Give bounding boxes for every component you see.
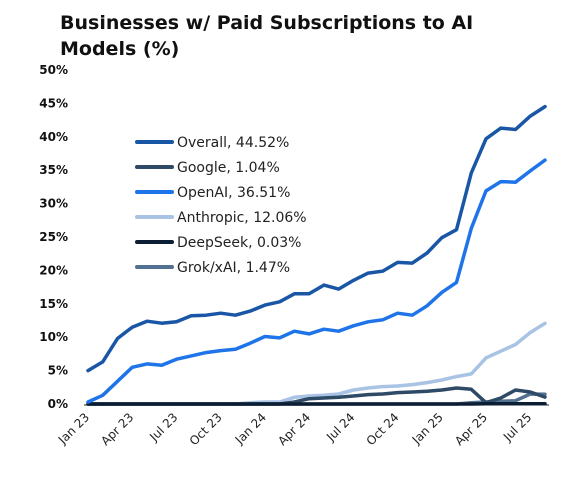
y-tick-label: 0% [48,397,68,411]
x-tick-label: Jan 23 [55,410,92,447]
y-axis-ticks: 0% 5% 10% 15% 20% 25% 30% 35% 40% 45% 50% [39,63,68,411]
x-tick-label: Apr 23 [98,410,136,448]
legend-label: DeepSeek, 0.03% [177,235,302,251]
x-axis-ticks: Jan 23 Apr 23 Jul 23 Oct 23 Jan 24 Apr 24 Jul … [55,410,534,448]
legend-label: Google, 1.04% [177,160,280,176]
x-tick-label: Oct 23 [187,410,225,448]
legend-label: Anthropic, 12.06% [177,210,307,226]
series-line [86,158,547,404]
y-tick-label: 5% [48,364,68,378]
y-tick-label: 30% [39,197,68,211]
x-tick-label: Jul 23 [146,410,180,444]
x-tick-label: Oct 24 [364,410,402,448]
y-tick-label: 15% [39,297,68,311]
x-tick-label: Apr 24 [275,410,313,448]
x-tick-label: Jul 24 [323,410,357,444]
legend: Overall, 44.52% Google, 1.04% OpenAI, 36.5… [135,135,307,276]
x-tick-label: Apr 25 [452,410,490,448]
x-tick-label: Jan 25 [409,410,446,447]
series-line [86,104,547,373]
y-tick-label: 25% [39,230,68,244]
x-tick-label: Jan 24 [232,410,269,447]
y-tick-label: 50% [39,63,68,77]
legend-label: OpenAI, 36.51% [177,185,290,201]
legend-label: Grok/xAI, 1.47% [177,260,290,276]
series-lines [86,104,547,406]
chart-title: Businesses w/ Paid Subscriptions to AI M… [60,12,474,60]
x-tick-label: Jul 25 [500,410,534,444]
y-tick-label: 10% [39,330,68,344]
y-tick-label: 35% [39,163,68,177]
y-tick-label: 20% [39,263,68,277]
y-tick-label: 40% [39,130,68,144]
legend-label: Overall, 44.52% [177,135,289,151]
y-tick-label: 45% [39,96,68,110]
